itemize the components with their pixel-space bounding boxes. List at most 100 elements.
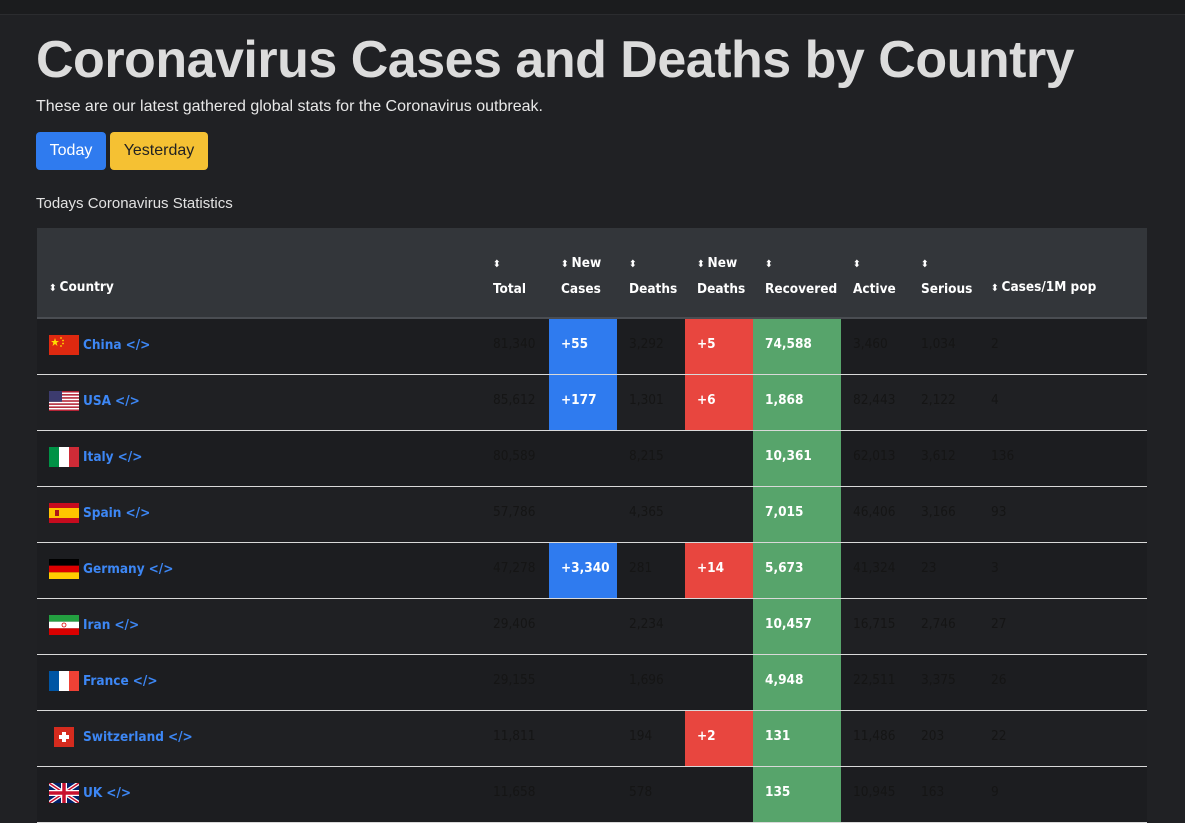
- new-deaths-cell: +2: [685, 710, 753, 767]
- column-header-line2: Deaths: [629, 281, 678, 297]
- new-deaths-cell: [685, 598, 753, 655]
- column-header-new-deaths[interactable]: ⬍ New Deaths: [685, 228, 753, 319]
- country-cell: Spain </>: [37, 486, 481, 543]
- new-deaths-cell: [685, 766, 753, 823]
- table-row: USA </> 85,612 +177 1,301 +6 1,868 82,443 2,122 4: [37, 374, 1147, 431]
- country-cell: France </>: [37, 654, 481, 711]
- column-header-new-cases[interactable]: ⬍ New Cases: [549, 228, 617, 319]
- column-header-recovered[interactable]: ⬍ Recovered: [753, 228, 841, 319]
- country-cell: USA </>: [37, 374, 481, 431]
- total-cell: 29,155: [481, 654, 549, 711]
- country-link[interactable]: France: [83, 672, 129, 689]
- active-cell: 41,324: [841, 542, 909, 599]
- serious-cell: 2,746: [909, 598, 979, 655]
- total-cell: 11,658: [481, 766, 549, 823]
- section-label: Todays Coronavirus Statistics: [36, 195, 233, 212]
- embed-code-icon[interactable]: </>: [167, 728, 193, 745]
- germany-flag-icon: [49, 558, 79, 579]
- new-cases-cell: +3,340: [549, 542, 617, 599]
- column-header-active[interactable]: ⬍ Active: [841, 228, 909, 319]
- spain-flag-icon: [49, 502, 79, 523]
- total-cell: 80,589: [481, 430, 549, 487]
- country-link[interactable]: Italy: [83, 448, 114, 465]
- embed-code-icon[interactable]: </>: [132, 672, 158, 689]
- column-header-line2: Deaths: [697, 281, 746, 297]
- embed-code-icon[interactable]: </>: [125, 337, 151, 353]
- column-header-line2: Active: [853, 281, 896, 297]
- new-cases-cell: [549, 710, 617, 767]
- stats-table: ⬍ Country ⬍ Total ⬍ New Cases ⬍ Deaths ⬍ New Deaths…: [37, 228, 1147, 823]
- country-link[interactable]: Spain: [83, 504, 122, 521]
- today-button[interactable]: Today: [36, 132, 106, 170]
- country-cell: Iran </>: [37, 598, 481, 655]
- embed-code-icon[interactable]: </>: [148, 560, 174, 577]
- recovered-cell: 10,457: [753, 598, 841, 655]
- recovered-cell: 1,868: [753, 374, 841, 431]
- column-header-deaths[interactable]: ⬍ Deaths: [617, 228, 685, 319]
- column-header-line1: New: [707, 255, 738, 271]
- recovered-cell: 7,015: [753, 486, 841, 543]
- new-cases-cell: [549, 654, 617, 711]
- embed-code-icon[interactable]: </>: [117, 448, 143, 465]
- column-header-line2: Serious: [921, 281, 973, 297]
- per-million-cell: 2: [979, 318, 1147, 375]
- total-cell: 29,406: [481, 598, 549, 655]
- italy-flag-icon: [49, 446, 79, 467]
- sort-icon: ⬍: [561, 259, 569, 270]
- deaths-cell: 2,234: [617, 598, 685, 655]
- total-cell: 81,340: [481, 318, 549, 375]
- sort-icon: ⬍: [765, 259, 773, 270]
- embed-code-icon[interactable]: </>: [114, 616, 140, 633]
- sort-icon: ⬍: [493, 259, 501, 270]
- per-million-cell: 3: [979, 542, 1147, 599]
- column-header-cases-per-million[interactable]: ⬍ Cases/1M pop: [979, 228, 1147, 319]
- table-row: China </> 81,340 +55 3,292 +5 74,588 3,460 1,034…: [37, 318, 1147, 375]
- iran-flag-icon: [49, 614, 79, 635]
- recovered-cell: 74,588: [753, 318, 841, 375]
- total-cell: 57,786: [481, 486, 549, 543]
- country-cell: UK </>: [37, 766, 481, 823]
- new-deaths-cell: +14: [685, 542, 753, 599]
- france-flag-icon: [49, 670, 79, 691]
- serious-cell: 1,034: [909, 318, 979, 375]
- embed-code-icon[interactable]: </>: [125, 504, 151, 521]
- active-cell: 10,945: [841, 766, 909, 823]
- country-link[interactable]: Switzerland: [83, 728, 164, 745]
- serious-cell: 23: [909, 542, 979, 599]
- sort-icon: ⬍: [853, 259, 861, 270]
- column-header-line2: Recovered: [765, 281, 838, 297]
- country-link[interactable]: UK: [83, 784, 103, 801]
- top-bar: [0, 0, 1185, 15]
- new-deaths-cell: [685, 486, 753, 543]
- column-header-total[interactable]: ⬍ Total: [481, 228, 549, 319]
- recovered-cell: 10,361: [753, 430, 841, 487]
- country-link[interactable]: China: [83, 337, 122, 353]
- total-cell: 47,278: [481, 542, 549, 599]
- per-million-cell: 136: [979, 430, 1147, 487]
- active-cell: 16,715: [841, 598, 909, 655]
- embed-code-icon[interactable]: </>: [115, 392, 140, 409]
- active-cell: 62,013: [841, 430, 909, 487]
- active-cell: 11,486: [841, 710, 909, 767]
- yesterday-button[interactable]: Yesterday: [110, 132, 208, 170]
- new-cases-cell: [549, 430, 617, 487]
- sort-icon: ⬍: [921, 259, 929, 270]
- country-link[interactable]: Iran: [83, 616, 111, 633]
- sort-icon: ⬍: [697, 259, 705, 270]
- column-header-line2: Total: [493, 281, 526, 297]
- active-cell: 82,443: [841, 374, 909, 431]
- page-subtitle: These are our latest gathered global sta…: [36, 98, 543, 115]
- usa-flag-icon: [49, 390, 79, 411]
- serious-cell: 203: [909, 710, 979, 767]
- country-cell: Germany </>: [37, 542, 481, 599]
- country-link[interactable]: Germany: [83, 560, 145, 577]
- recovered-cell: 131: [753, 710, 841, 767]
- column-header-country[interactable]: ⬍ Country: [37, 228, 481, 319]
- table-body: China </> 81,340 +55 3,292 +5 74,588 3,460 1,034…: [37, 318, 1147, 823]
- new-deaths-cell: [685, 430, 753, 487]
- total-cell: 85,612: [481, 374, 549, 431]
- column-header-serious[interactable]: ⬍ Serious: [909, 228, 979, 319]
- serious-cell: 2,122: [909, 374, 979, 431]
- embed-code-icon[interactable]: </>: [106, 784, 132, 801]
- country-link[interactable]: USA: [83, 392, 112, 409]
